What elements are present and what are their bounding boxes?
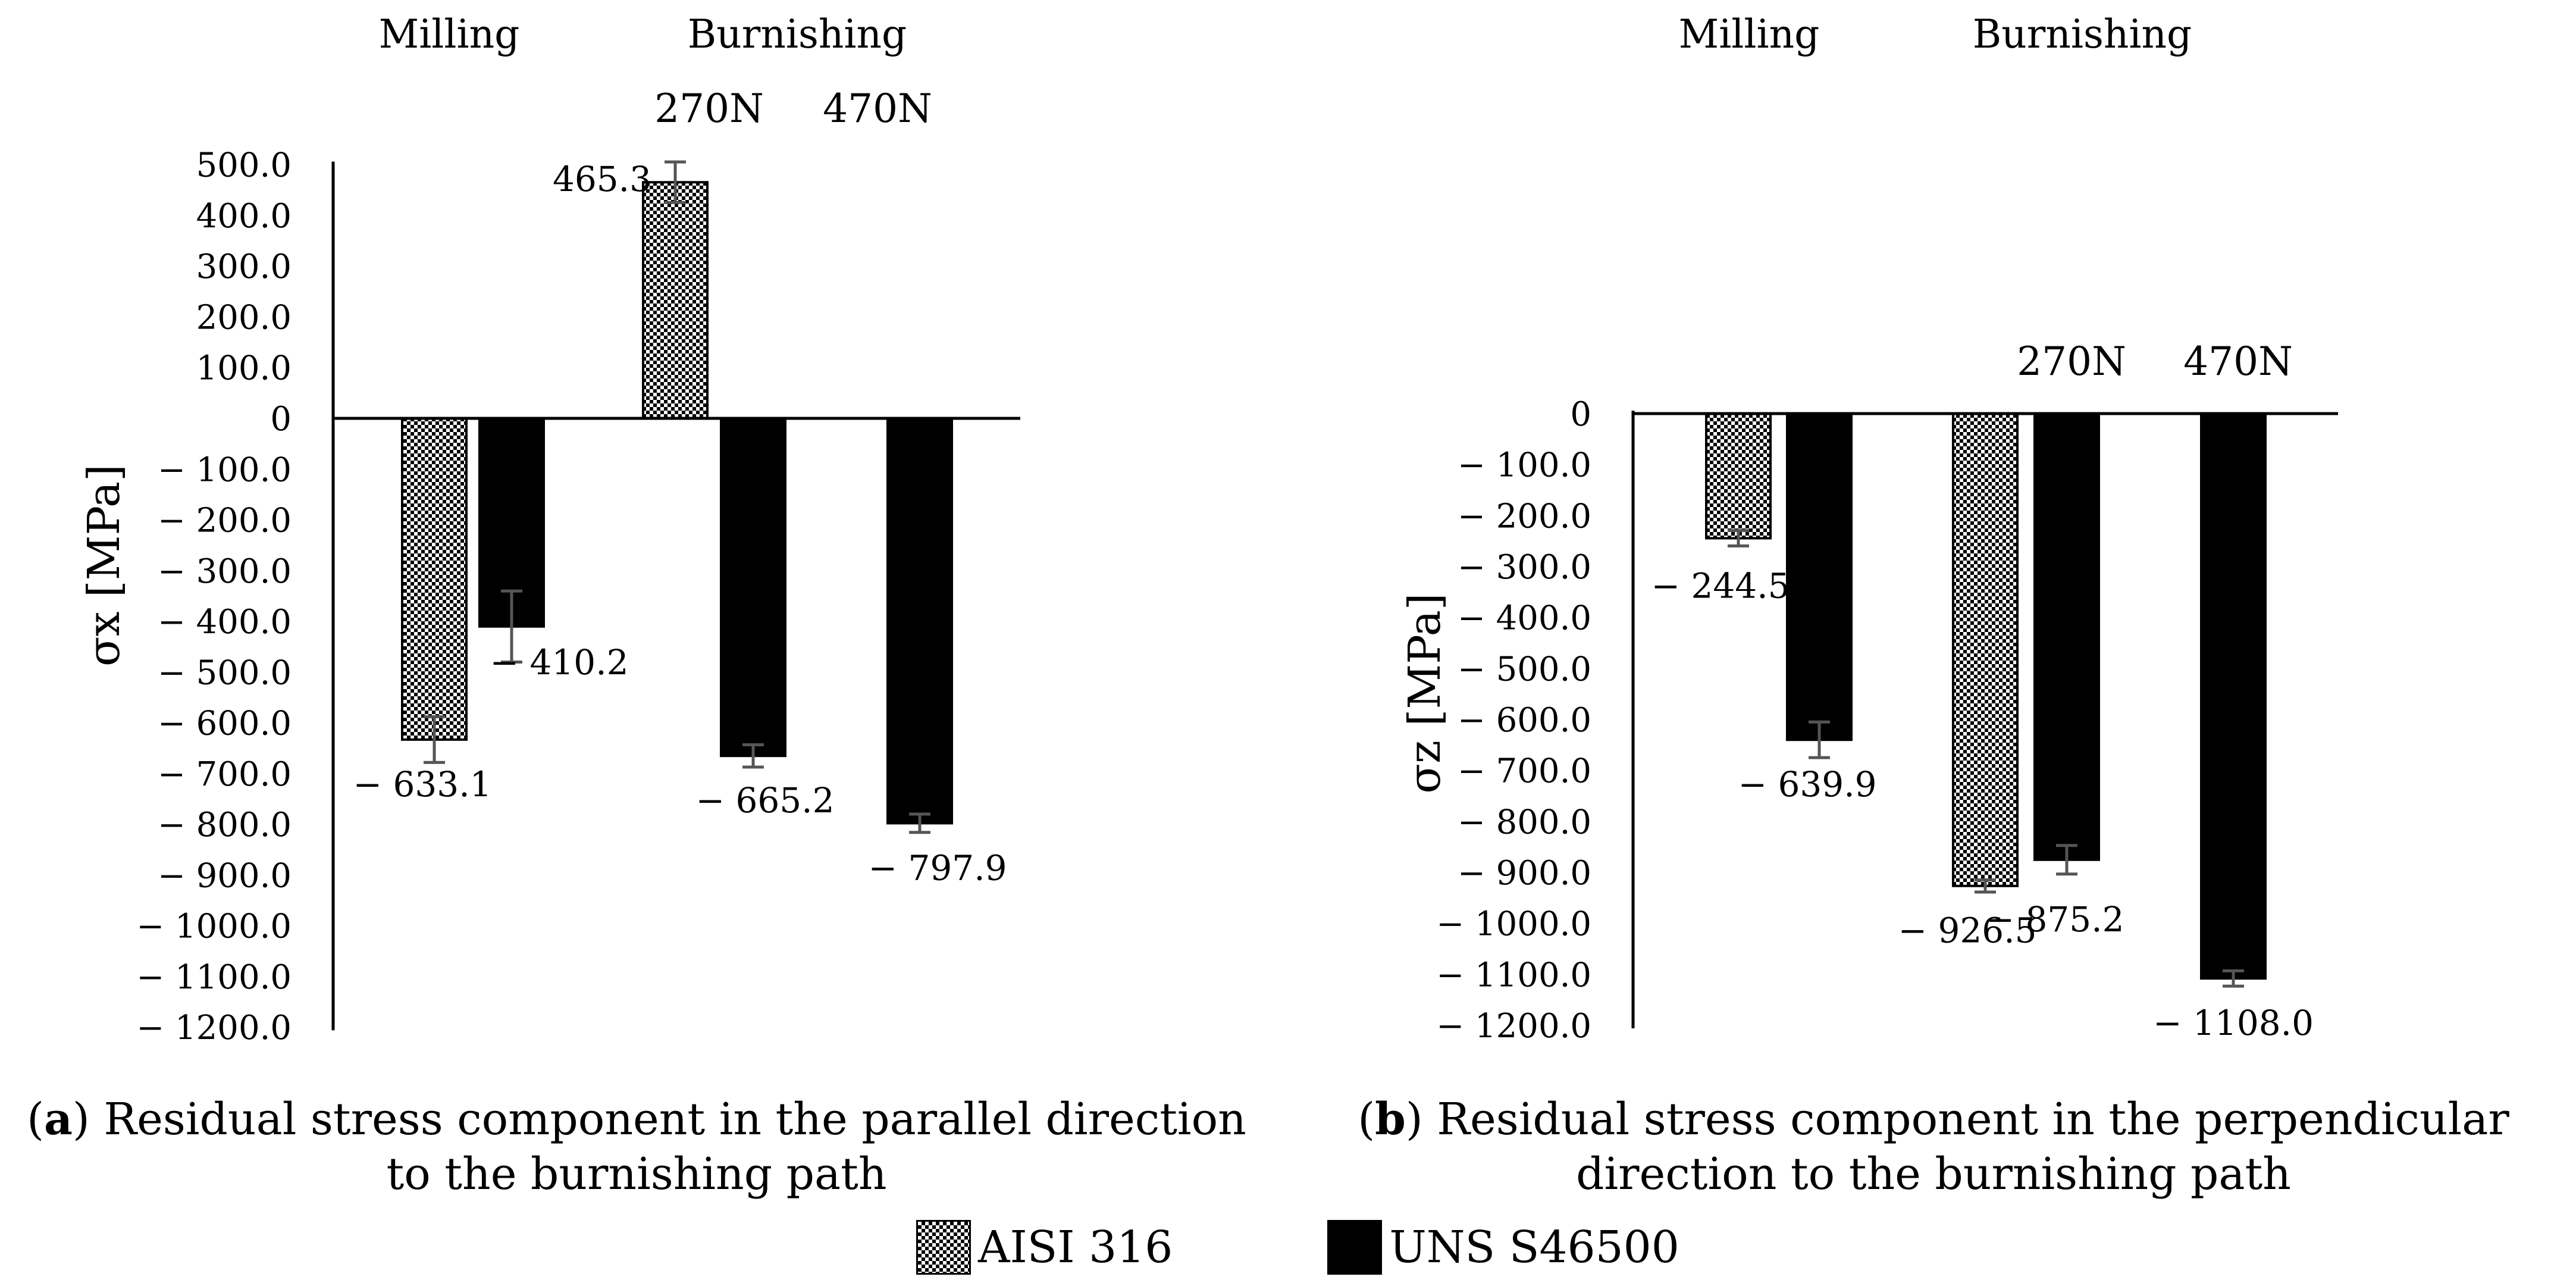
- group-header-label: Burnishing: [688, 11, 907, 57]
- y-tick-label: − 600.0: [1458, 701, 1591, 740]
- data-value-label: − 410.2: [490, 642, 628, 683]
- y-tick-label: − 100.0: [158, 450, 292, 489]
- y-axis-title: σx [MPa]: [79, 464, 130, 667]
- y-tick-label: − 1000.0: [1436, 905, 1591, 944]
- y-tick-label: − 200.0: [1458, 497, 1591, 536]
- y-tick-label: − 900.0: [158, 856, 292, 895]
- bar-aisi316: [401, 417, 468, 741]
- y-tick-label: − 1200.0: [136, 1009, 292, 1047]
- y-tick-label: − 600.0: [158, 705, 292, 743]
- bar-uns-s46500: [1786, 412, 1853, 741]
- y-tick-label: − 1200.0: [1436, 1007, 1591, 1046]
- y-tick-label: − 300.0: [158, 552, 292, 591]
- group-header-label: Milling: [379, 11, 520, 57]
- y-tick-label: − 1100.0: [136, 958, 292, 997]
- solid-swatch-icon: [1327, 1220, 1383, 1275]
- bar-uns-s46500: [2200, 412, 2267, 980]
- y-tick-label: − 400.0: [158, 603, 292, 642]
- data-value-label: 465.3: [553, 159, 651, 199]
- bar-uns-s46500: [2033, 412, 2100, 861]
- group-header-label: Milling: [1679, 11, 1820, 57]
- data-value-label: − 633.1: [353, 764, 491, 805]
- figure: Milling Burnishing 270N 470N 500.0 400.0 300.0…: [79, 11, 2338, 1047]
- caption-b: (b) Residual stress component in the per…: [1358, 1094, 2509, 1200]
- category-label: 470N: [2183, 339, 2293, 384]
- bar-aisi316: [1705, 412, 1772, 540]
- y-tick-label: − 800.0: [158, 806, 292, 844]
- y-tick-label: 200.0: [196, 298, 292, 337]
- y-tick-label: − 800.0: [1458, 803, 1591, 841]
- category-label: 270N: [654, 86, 764, 132]
- y-tick-label: − 1100.0: [1436, 956, 1591, 994]
- group-header-label: Burnishing: [1973, 11, 2192, 57]
- caption-a: (a) Residual stress component in the par…: [27, 1094, 1246, 1200]
- y-tick-label: 300.0: [196, 248, 292, 286]
- legend-label-uns: UNS S46500: [1389, 1222, 1679, 1273]
- panel-b-chart: Milling Burnishing 270N 470N 0 − 100.0 − 200.0…: [1399, 11, 2338, 1046]
- category-label: 470N: [823, 86, 932, 132]
- y-tick-label: − 500.0: [158, 653, 292, 692]
- y-tick-label: 0: [270, 400, 292, 439]
- legend-label-aisi316: AISI 316: [978, 1222, 1173, 1273]
- y-tick-label: − 300.0: [1458, 548, 1591, 587]
- data-value-label: − 875.2: [1985, 899, 2124, 940]
- y-tick-label: − 700.0: [1458, 752, 1591, 791]
- bar-aisi316: [642, 181, 709, 420]
- y-tick-label: − 400.0: [1458, 599, 1591, 638]
- data-value-label: − 926.5: [1898, 910, 2036, 951]
- data-value-label: − 1108.0: [2153, 1003, 2314, 1043]
- data-value-label: − 665.2: [695, 780, 834, 821]
- y-tick-label: − 200.0: [158, 502, 292, 540]
- legend: AISI 316 UNS S46500: [916, 1220, 1834, 1275]
- y-tick-label: 500.0: [196, 146, 292, 185]
- y-tick-label: − 500.0: [1458, 650, 1591, 689]
- data-value-label: − 244.5: [1651, 565, 1790, 606]
- category-label: 270N: [2017, 339, 2126, 384]
- y-axis-title: σz [MPa]: [1399, 593, 1450, 793]
- y-tick-label: − 700.0: [158, 755, 292, 794]
- bar-uns-s46500: [886, 417, 953, 825]
- y-tick-label: − 100.0: [1458, 446, 1591, 485]
- data-value-label: − 639.9: [1738, 764, 1876, 805]
- y-tick-label: 100.0: [196, 349, 292, 388]
- legend-item-aisi316: AISI 316: [916, 1220, 1173, 1275]
- y-tick-label: 400.0: [196, 197, 292, 236]
- bar-uns-s46500: [720, 417, 786, 758]
- y-tick-label: 0: [1570, 395, 1591, 434]
- checker-swatch-icon: [916, 1220, 971, 1275]
- bar-aisi316: [1952, 412, 2019, 887]
- y-tick-label: − 1000.0: [136, 908, 292, 946]
- y-tick-label: − 900.0: [1458, 854, 1591, 893]
- legend-item-uns: UNS S46500: [1327, 1220, 1679, 1275]
- data-value-label: − 797.9: [868, 847, 1007, 888]
- panel-a-chart: Milling Burnishing 270N 470N 500.0 400.0 300.0…: [79, 11, 1020, 1047]
